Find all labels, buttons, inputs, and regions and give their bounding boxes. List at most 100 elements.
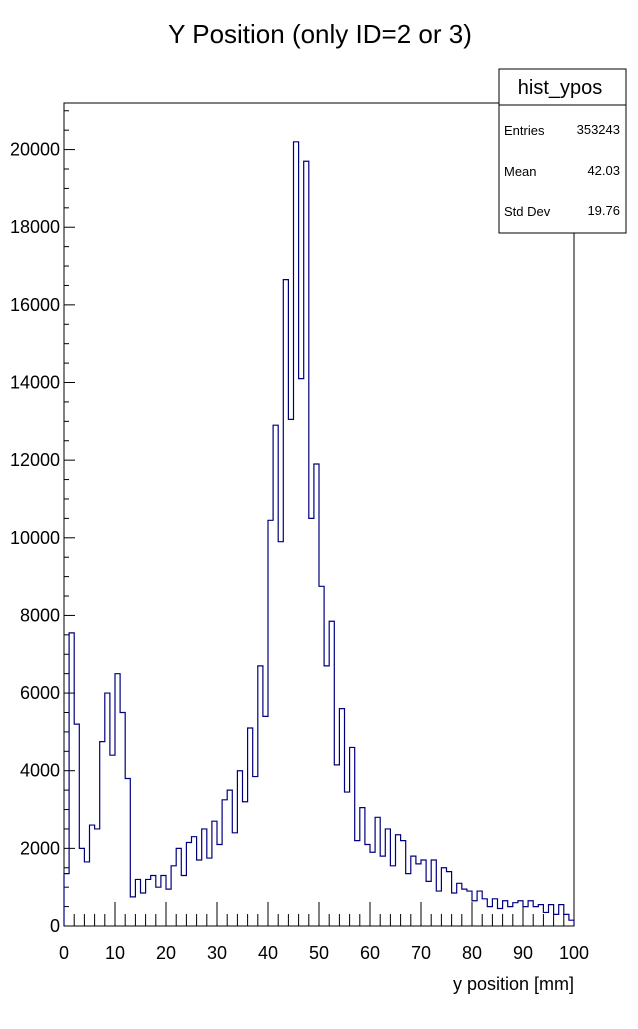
y-tick-label: 0	[50, 916, 60, 936]
histogram-bin	[452, 893, 457, 926]
histogram-bin	[334, 765, 339, 926]
stats-mean-value: 42.03	[587, 163, 620, 178]
histogram-bin	[518, 901, 523, 926]
histogram-bin	[569, 920, 574, 926]
histogram-bin	[482, 899, 487, 926]
histogram-bin	[95, 829, 100, 926]
histogram-bin	[90, 825, 95, 926]
histogram-bin	[559, 905, 564, 926]
histogram-bin	[84, 862, 89, 926]
histogram-bin	[151, 876, 156, 926]
x-tick-label: 50	[309, 943, 329, 963]
histogram-bin	[472, 901, 477, 926]
histogram-bin	[268, 520, 273, 926]
histogram-bin	[207, 858, 212, 926]
histogram-bin	[135, 879, 140, 926]
histogram-bin	[533, 907, 538, 926]
histogram-bin	[339, 709, 344, 926]
y-tick-label: 2000	[20, 838, 60, 858]
stats-mean-label: Mean	[504, 164, 537, 179]
y-tick-label: 6000	[20, 683, 60, 703]
histogram-bin	[431, 860, 436, 926]
histogram-bin	[166, 889, 171, 926]
stats-entries-label: Entries	[504, 123, 545, 138]
histogram-bin	[355, 841, 360, 926]
y-tick-label: 14000	[10, 373, 60, 393]
histogram-bin	[197, 860, 202, 926]
histogram-bin	[436, 891, 441, 926]
histogram-bin	[396, 835, 401, 926]
histogram-bin	[564, 914, 569, 926]
histogram-bin	[141, 893, 146, 926]
histogram-bin	[523, 907, 528, 926]
y-tick-label: 18000	[10, 217, 60, 237]
histogram-bin	[503, 901, 508, 926]
histogram-bin	[100, 742, 105, 926]
y-tick-label: 16000	[10, 295, 60, 315]
histogram-bin	[513, 903, 518, 926]
histogram-bin	[105, 693, 110, 926]
stats-box: hist_ypos Entries 353243 Mean 42.03 Std …	[498, 68, 627, 234]
histogram-bin	[115, 674, 120, 926]
x-tick-label: 10	[105, 943, 125, 963]
histogram-bin	[273, 425, 278, 926]
histogram-outline	[63, 141, 575, 926]
histogram-bin	[350, 747, 355, 926]
histogram-bin	[304, 161, 309, 926]
histogram-bin	[125, 778, 130, 926]
y-axis: 0 2000 4000 6000 8000 10000 12000 14000 16000 180…	[10, 110, 75, 936]
stats-box-title: hist_ypos	[518, 77, 603, 99]
histogram-bin	[217, 844, 222, 926]
histogram-bin	[329, 621, 334, 926]
x-tick-label: 90	[513, 943, 533, 963]
histogram-bin	[390, 866, 395, 926]
histogram-bin	[156, 887, 161, 926]
histogram-bin	[146, 879, 151, 926]
histogram-bin	[176, 848, 181, 926]
x-axis: 0 10 20 30 40 50 60 70 80 90 100	[59, 902, 589, 963]
histogram-bin	[370, 852, 375, 926]
histogram-bin	[171, 866, 176, 926]
chart-title: Y Position (only ID=2 or 3)	[168, 19, 472, 49]
histogram-bin	[227, 790, 232, 926]
histogram-bin	[421, 860, 426, 926]
histogram-bin	[309, 518, 314, 926]
stats-stddev-value: 19.76	[587, 203, 620, 218]
y-tick-label: 10000	[10, 528, 60, 548]
histogram-bin	[263, 716, 268, 926]
histogram-bin	[278, 542, 283, 926]
histogram-bin	[283, 280, 288, 926]
histogram-bin	[299, 379, 304, 926]
histogram-bin	[508, 907, 513, 926]
histogram-bin	[411, 856, 416, 926]
histogram-bin	[202, 829, 207, 926]
histogram-bin	[69, 633, 74, 926]
y-tick-label: 8000	[20, 605, 60, 625]
histogram-bin	[258, 666, 263, 926]
histogram-bin	[222, 800, 227, 926]
stats-stddev-label: Std Dev	[504, 204, 551, 219]
histogram-bin	[161, 876, 166, 926]
x-tick-label: 100	[559, 943, 589, 963]
histogram-bin	[457, 883, 462, 926]
y-tick-label: 4000	[20, 761, 60, 781]
histogram-bin	[375, 817, 380, 926]
histogram-bin	[538, 905, 543, 926]
histogram-bin	[406, 874, 411, 926]
histogram-bin	[74, 724, 79, 926]
histogram-bin	[492, 899, 497, 926]
x-tick-label: 60	[360, 943, 380, 963]
histogram-bin	[528, 901, 533, 926]
y-tick-label: 20000	[10, 140, 60, 160]
x-tick-label: 30	[207, 943, 227, 963]
histogram-bin	[554, 914, 559, 926]
histogram-bin	[237, 771, 242, 926]
histogram-bin	[130, 897, 135, 926]
histogram-bin	[120, 712, 125, 926]
histogram-bin	[248, 728, 253, 926]
histogram-bin	[324, 666, 329, 926]
histogram-bin	[441, 868, 446, 926]
histogram-bin	[186, 843, 191, 926]
histogram-bin	[319, 586, 324, 926]
